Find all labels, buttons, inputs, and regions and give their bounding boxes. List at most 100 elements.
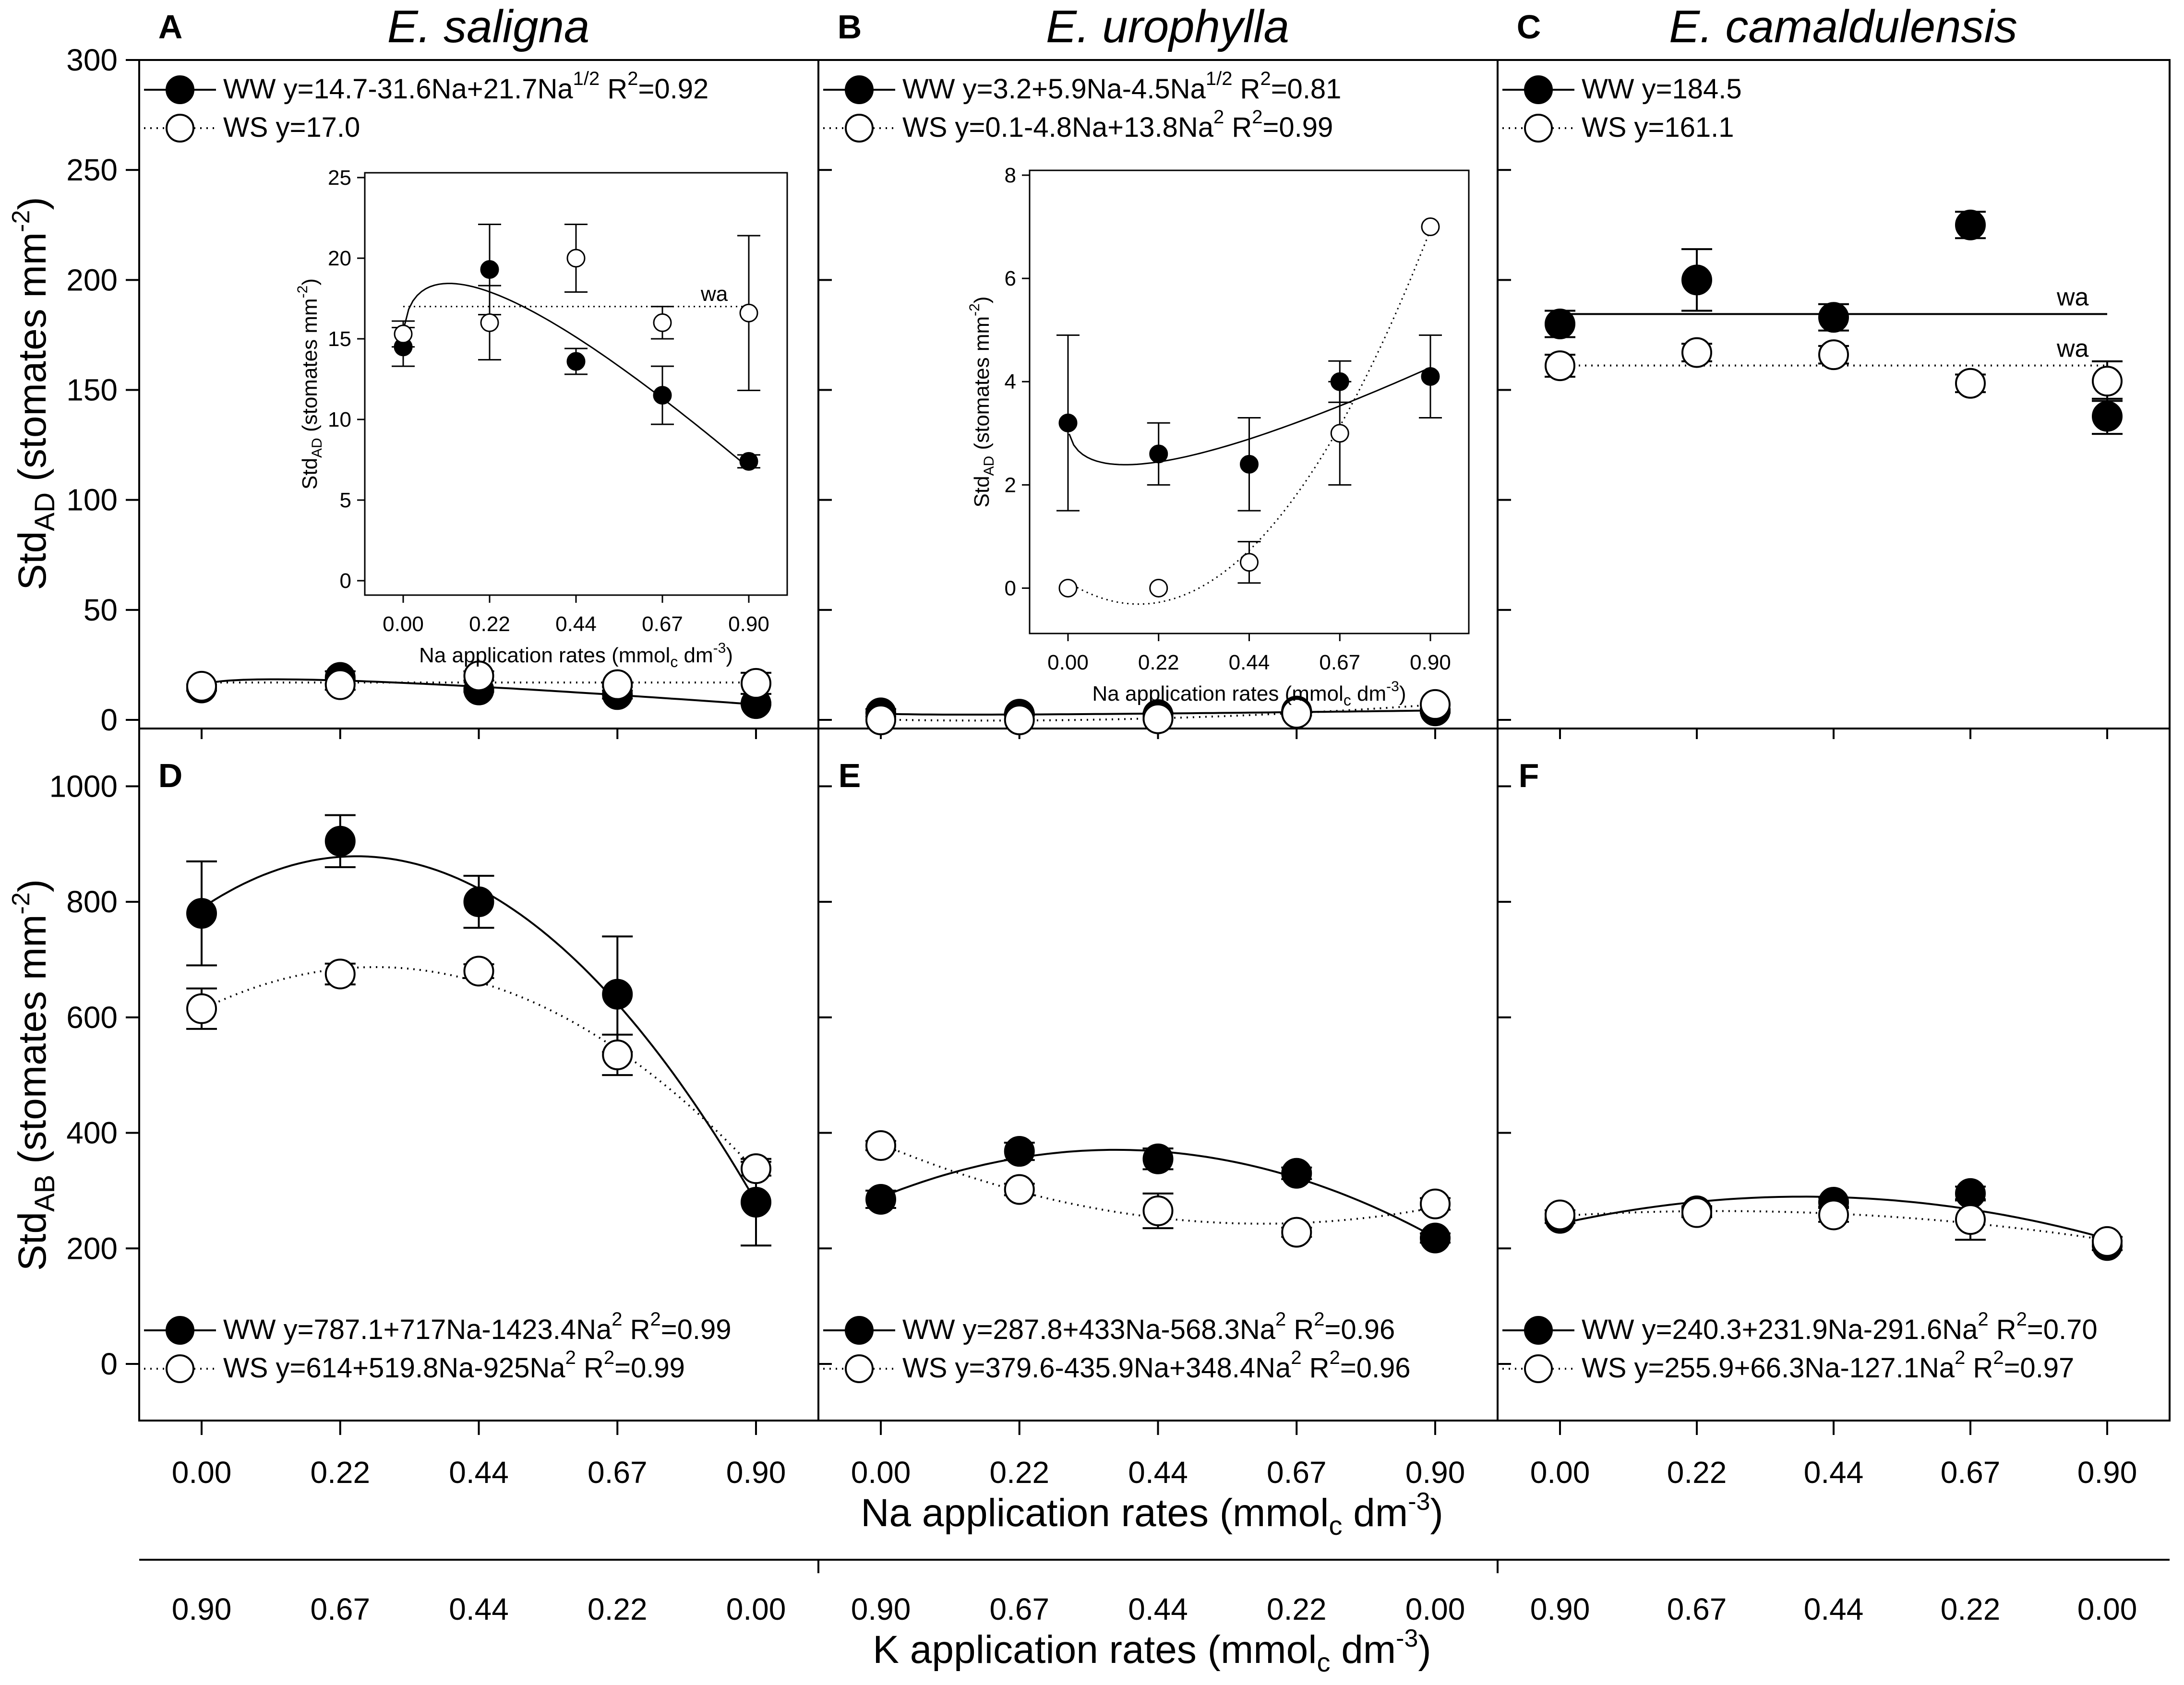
panel-letter: B: [838, 8, 862, 46]
ws-series-point: [186, 670, 217, 702]
ws-series-point: [1142, 1195, 1174, 1227]
wa-label: wa: [2056, 335, 2089, 363]
legend-marker-ws: [1524, 1354, 1553, 1383]
inset-x-tick-label: 0.90: [728, 612, 769, 636]
ws-series-point: [463, 660, 494, 692]
ww-series: [1545, 209, 2123, 435]
panel-letter: D: [158, 757, 183, 794]
inset-ws-series-point: [1058, 578, 1078, 598]
legend-marker-ww: [166, 75, 194, 104]
inset-ww-series-point: [480, 260, 499, 279]
x-tick-label-na: 0.67: [1941, 1455, 2001, 1490]
ws-series: [1545, 337, 2123, 402]
inset-y-tick-label: 6: [1005, 267, 1016, 290]
ws-series: [186, 956, 771, 1184]
x-tick-label-k: 0.67: [1667, 1592, 1727, 1626]
x-tick-label-na: 0.22: [310, 1455, 370, 1490]
ws-series-point: [324, 669, 356, 700]
ws-series-point: [1545, 1199, 1575, 1231]
inset-ww-series: [392, 223, 760, 471]
ws-series: [865, 1130, 1451, 1248]
inset-ws-series-point: [394, 324, 413, 344]
inset-ws-series: [1058, 217, 1440, 598]
x-tick-label-k: 0.67: [310, 1592, 370, 1626]
inset-y-title: StdAD (stomates mm-2): [295, 278, 325, 490]
inset-ww-series-point: [1058, 413, 1078, 432]
inset-fit-ww: [403, 283, 749, 469]
inset-x-tick-label: 0.44: [1229, 651, 1270, 674]
inset-ws-series-point: [1421, 217, 1440, 237]
ws-series-point: [186, 993, 217, 1024]
y-axis-title-bottom: StdAB (stomates mm-2): [7, 879, 60, 1271]
ws-series-point: [865, 1130, 896, 1161]
ws-series-point: [741, 1153, 771, 1184]
legend-text: WS y=17.0: [223, 112, 360, 143]
ws-series-point: [463, 956, 494, 987]
ws-series-point: [1004, 705, 1035, 735]
legend-text: WS y=255.9+66.3Na-127.1Na2 R2=0.97: [1582, 1347, 2074, 1384]
legend-marker-ww: [1524, 1316, 1553, 1345]
panel-frame-top: [1497, 59, 2171, 729]
legend-marker-ws: [1524, 114, 1553, 143]
ws-series-point: [1545, 350, 1575, 382]
inset-ww-series-point: [1149, 444, 1168, 464]
inset-x-tick-label: 0.22: [1138, 651, 1179, 674]
x-tick-label-k: 0.44: [1804, 1592, 1864, 1626]
ww-series-point: [1955, 209, 1986, 240]
inset-x-title: Na application rates (mmolc dm-3): [1092, 679, 1406, 709]
ww-series-point: [186, 898, 217, 929]
legend-text: WS y=161.1: [1582, 112, 1734, 143]
inset-y-tick-label: 20: [328, 247, 351, 270]
ws-series-point: [1281, 698, 1312, 729]
legend-marker-ww: [845, 1316, 874, 1345]
x-tick-label-k: 0.00: [1405, 1592, 1465, 1626]
x-tick-label-na: 0.00: [851, 1455, 911, 1490]
y-tick-label-top: 200: [66, 263, 118, 297]
ws-series-point: [602, 669, 633, 700]
legend-marker-ws: [166, 114, 194, 143]
legend-text: WS y=0.1-4.8Na+13.8Na2 R2=0.99: [902, 107, 1333, 143]
inset-ws-series-point: [1330, 424, 1349, 443]
legend-text: WW y=287.8+433Na-568.3Na2 R2=0.96: [902, 1309, 1395, 1345]
y-tick-label-top: 300: [66, 43, 118, 77]
ws-series: [865, 689, 1451, 735]
ws-series-point: [1004, 1174, 1035, 1205]
ws-series-point: [1681, 1197, 1712, 1228]
x-tick-label-k: 0.44: [449, 1592, 509, 1626]
x-axis-title-na: Na application rates (mmolc dm-3): [861, 1488, 1443, 1541]
x-tick-label-na: 0.44: [449, 1455, 509, 1490]
inset-x-tick-label: 0.00: [383, 612, 424, 636]
ww-series-point: [865, 1183, 896, 1215]
x-tick-label-k: 0.44: [1128, 1592, 1188, 1626]
x-tick-label-k: 0.00: [726, 1592, 786, 1626]
x-tick-label-na: 0.90: [1405, 1455, 1465, 1490]
inset-y-tick-label: 15: [328, 327, 351, 351]
inset-x-tick-label: 0.67: [642, 612, 683, 636]
x-tick-label-k: 0.22: [588, 1592, 648, 1626]
ww-series-point: [602, 979, 633, 1010]
x-tick-label-na: 0.90: [726, 1455, 786, 1490]
x-axis-title-k: K application rates (mmolc dm-3): [873, 1625, 1431, 1677]
inset-y-tick-label: 4: [1005, 370, 1016, 394]
x-tick-label-na: 0.22: [989, 1455, 1049, 1490]
ws-series-point: [1142, 703, 1174, 734]
species-title: E. saligna: [387, 1, 590, 52]
ww-series-point: [1281, 1158, 1312, 1189]
inset-ws-series-point: [739, 303, 758, 323]
inset-ws-series-point: [1240, 553, 1259, 572]
ws-series-point: [1955, 368, 1986, 399]
inset-x-tick-label: 0.22: [469, 612, 510, 636]
inset-y-tick-label: 5: [340, 489, 351, 512]
ws-series-point: [1281, 1217, 1312, 1248]
legend-text: WW y=240.3+231.9Na-291.6Na2 R2=0.70: [1582, 1309, 2098, 1345]
x-tick-label-k: 0.90: [172, 1592, 232, 1626]
ws-series-point: [1420, 1188, 1451, 1219]
inset-wa-label: wa: [700, 282, 728, 306]
legend-text: WW y=14.7-31.6Na+21.7Na1/2 R2=0.92: [223, 68, 708, 105]
ws-series-point: [2092, 366, 2123, 397]
ws-series-point: [865, 705, 896, 735]
x-tick-label-k: 0.67: [989, 1592, 1049, 1626]
y-tick-label-bottom: 0: [100, 1347, 118, 1381]
x-tick-label-k: 0.22: [1941, 1592, 2001, 1626]
legend-marker-ww: [166, 1316, 194, 1345]
